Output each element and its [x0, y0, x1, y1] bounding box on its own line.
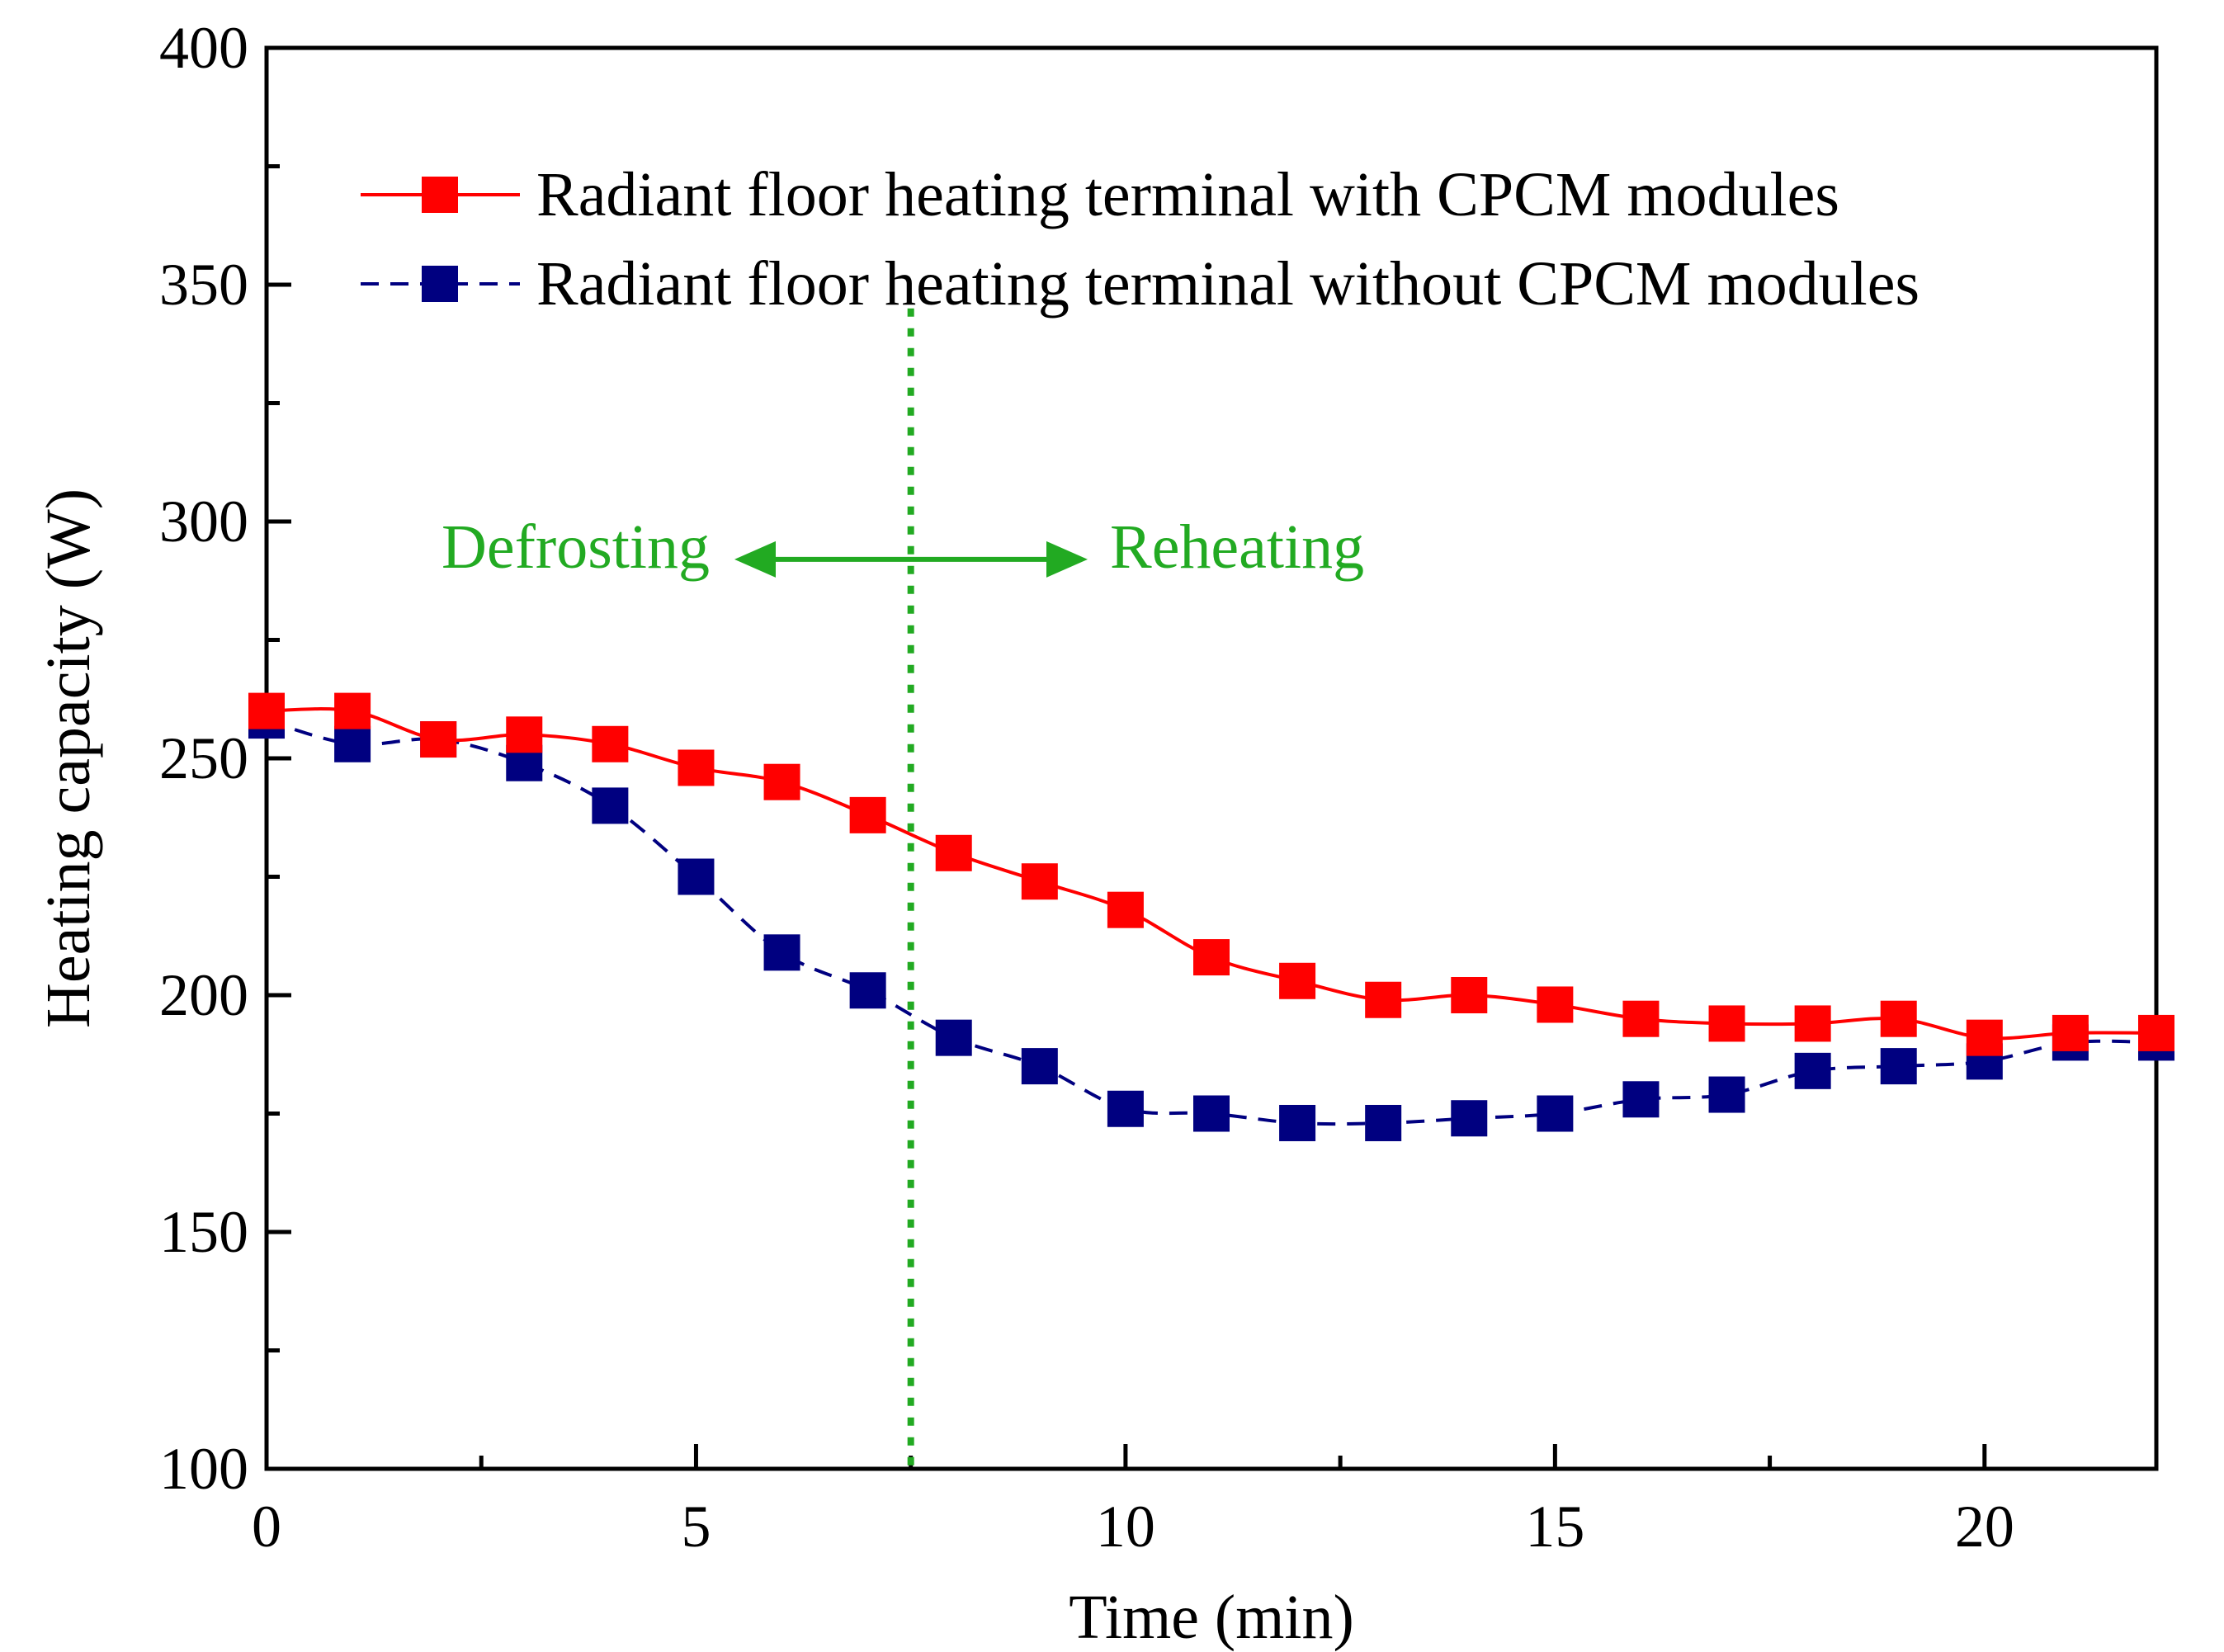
y-tick-label: 300: [159, 489, 248, 555]
defrosting-label: Defrosting: [441, 512, 710, 582]
data-point: [1193, 1095, 1230, 1132]
phase-annotation: Defrosting Reheating: [441, 512, 1364, 582]
data-point: [1279, 1104, 1316, 1141]
series-1: [248, 702, 2174, 1141]
data-point: [1708, 1076, 1745, 1113]
x-axis-ticks: 0 5 10 15 20: [252, 1444, 2014, 1560]
data-point: [1708, 1005, 1745, 1042]
data-point: [1365, 981, 1402, 1018]
data-point: [2052, 1014, 2089, 1051]
data-point: [1193, 939, 1230, 976]
data-point: [2138, 1014, 2174, 1051]
data-point: [849, 796, 886, 833]
data-point: [1279, 962, 1316, 999]
data-point: [1107, 1090, 1144, 1127]
data-point: [935, 1019, 972, 1056]
data-point: [248, 692, 285, 729]
data-point: [678, 749, 715, 786]
legend-marker-with-cpcm: [422, 177, 458, 213]
legend: Radiant floor heating terminal with CPCM…: [361, 160, 1919, 319]
data-point: [592, 787, 629, 824]
data-point: [1880, 1048, 1917, 1085]
arrow-head-left: [734, 540, 776, 578]
x-tick-label: 20: [1955, 1494, 2014, 1560]
data-point: [592, 725, 629, 762]
legend-marker-without-cpcm: [422, 266, 458, 302]
y-tick-label: 400: [159, 15, 248, 81]
legend-label-with-cpcm: Radiant floor heating terminal with CPCM…: [536, 160, 1839, 229]
series-group: [248, 692, 2174, 1141]
data-point: [1794, 1052, 1831, 1089]
arrow-head-right: [1046, 540, 1088, 578]
data-point: [334, 692, 371, 729]
data-point: [1451, 977, 1488, 1013]
x-tick-label: 0: [252, 1494, 281, 1560]
x-tick-label: 10: [1096, 1494, 1155, 1560]
reheating-label: Reheating: [1110, 512, 1364, 582]
y-tick-label: 200: [159, 962, 248, 1028]
y-tick-label: 100: [159, 1436, 248, 1502]
data-point: [678, 858, 715, 895]
data-point: [420, 721, 457, 758]
data-point: [935, 834, 972, 871]
axis-titles: Time (min) Heating capacity (W): [34, 489, 1354, 1652]
y-axis-ticks: 100 150 200 250 300 350 400: [159, 15, 291, 1502]
data-point: [1880, 1000, 1917, 1037]
x-tick-label: 15: [1525, 1494, 1584, 1560]
x-axis-title: Time (min): [1069, 1583, 1354, 1652]
data-point: [1107, 891, 1144, 928]
data-point: [849, 972, 886, 1009]
x-tick-label: 5: [681, 1494, 711, 1560]
data-point: [1021, 1048, 1058, 1085]
data-point: [1622, 1000, 1660, 1037]
y-axis-title: Heating capacity (W): [34, 489, 103, 1028]
data-point: [1966, 1019, 2003, 1056]
data-point: [1021, 863, 1058, 900]
data-point: [763, 934, 800, 971]
data-point: [1451, 1100, 1488, 1137]
data-point: [763, 763, 800, 800]
data-point: [1537, 986, 1574, 1023]
data-point: [1622, 1081, 1660, 1118]
series-line-1: [266, 719, 2157, 1126]
series-line-0: [266, 707, 2157, 1041]
series-0: [248, 692, 2174, 1056]
data-point: [334, 725, 371, 762]
data-point: [1794, 1005, 1831, 1042]
legend-label-without-cpcm: Radiant floor heating terminal without C…: [536, 249, 1919, 319]
data-point: [506, 716, 543, 753]
data-point: [1365, 1104, 1402, 1141]
y-tick-label: 250: [159, 725, 248, 791]
data-point: [1537, 1095, 1574, 1132]
y-tick-label: 350: [159, 252, 248, 318]
y-tick-label: 150: [159, 1199, 248, 1265]
